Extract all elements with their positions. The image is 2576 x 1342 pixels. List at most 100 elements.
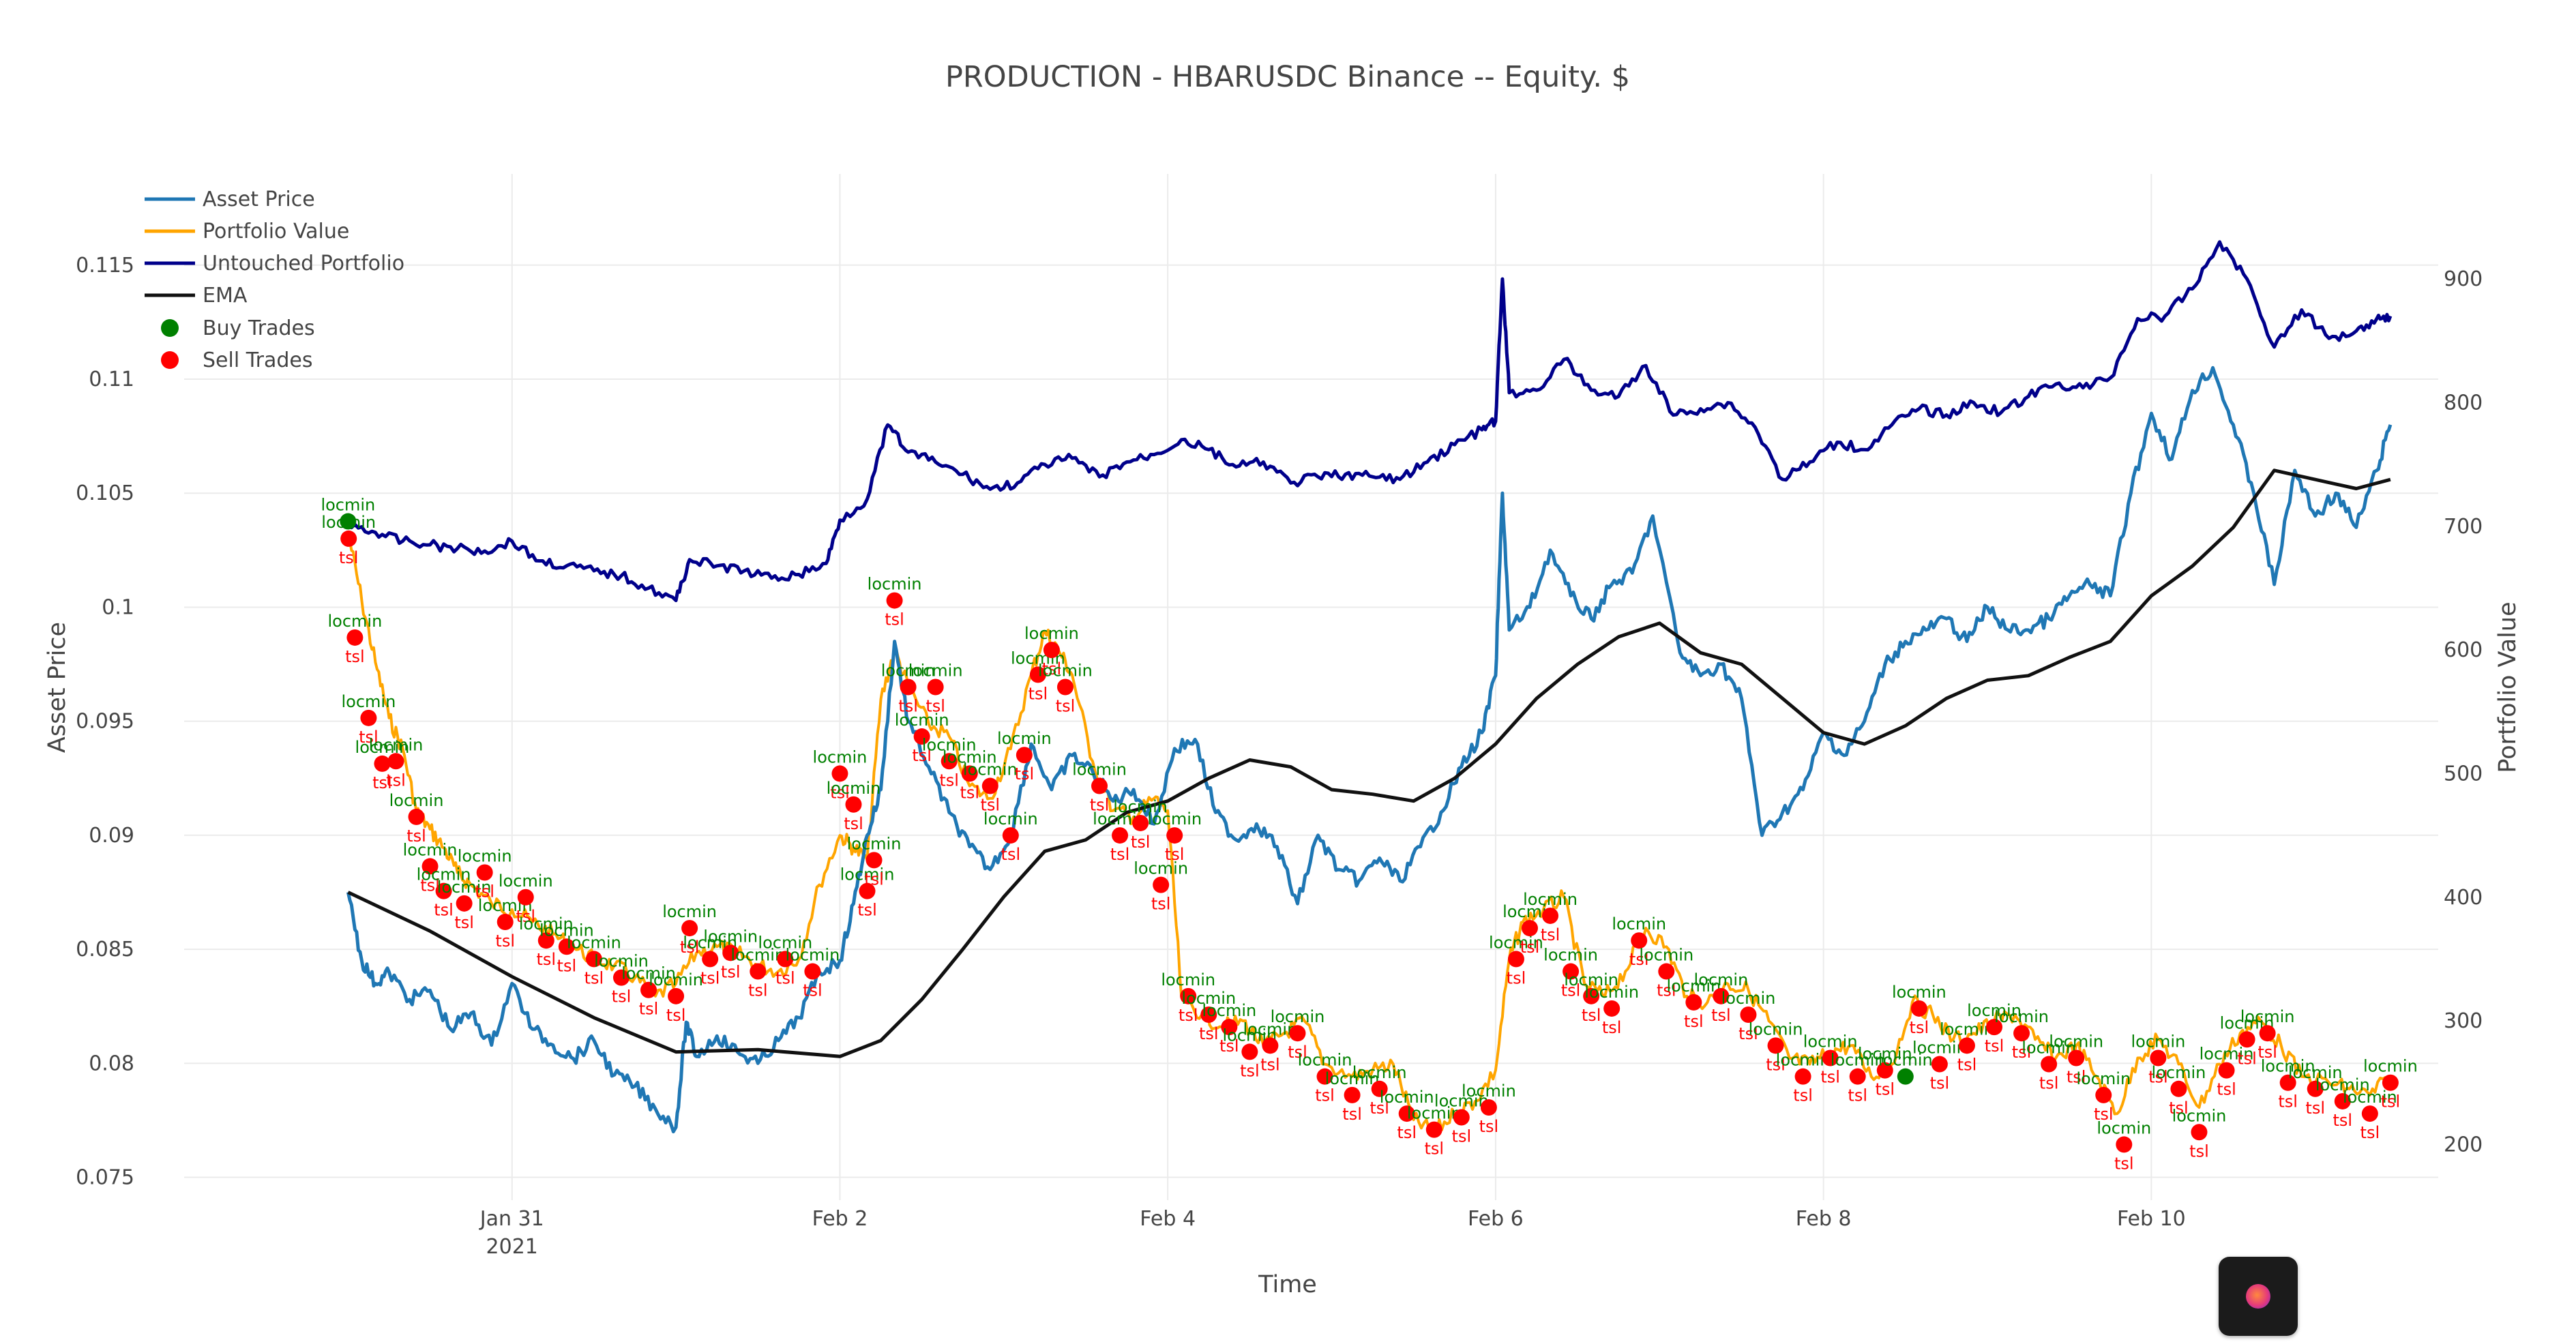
sell-trade-marker[interactable]	[1241, 1043, 1258, 1060]
buy-trade-marker[interactable]	[1897, 1068, 1914, 1085]
sell-trade-marker[interactable]	[1344, 1086, 1361, 1103]
sell-trade-marker[interactable]	[1289, 1025, 1306, 1042]
sell-trade-marker[interactable]	[2068, 1049, 2085, 1067]
sell-trade-marker[interactable]	[1713, 987, 1730, 1004]
sell-trade-marker[interactable]	[346, 629, 364, 646]
sell-trade-marker[interactable]	[1958, 1037, 1975, 1054]
sell-trade-marker[interactable]	[668, 987, 685, 1004]
sell-trade-marker[interactable]	[1180, 987, 1197, 1004]
sell-trade-marker[interactable]	[1091, 777, 1108, 794]
sell-trade-marker[interactable]	[1876, 1062, 1893, 1079]
sell-trade-marker[interactable]	[612, 969, 630, 986]
sell-trade-marker[interactable]	[1563, 963, 1580, 980]
sell-trade-marker[interactable]	[941, 753, 958, 770]
sell-trade-marker[interactable]	[750, 963, 767, 980]
sell-trade-marker[interactable]	[2307, 1080, 2324, 1097]
sell-trade-marker[interactable]	[2238, 1031, 2255, 1048]
sell-trade-marker[interactable]	[374, 755, 391, 772]
sell-trade-marker[interactable]	[1153, 876, 1170, 893]
sell-trade-marker[interactable]	[1316, 1068, 1333, 1085]
sell-trade-marker[interactable]	[913, 728, 930, 745]
sell-trade-marker[interactable]	[1910, 1000, 1927, 1017]
sell-trade-marker[interactable]	[1685, 994, 1702, 1011]
sell-trade-marker[interactable]	[2013, 1025, 2030, 1042]
sell-trade-marker[interactable]	[387, 753, 404, 770]
sell-trade-marker[interactable]	[1016, 747, 1033, 764]
sell-trade-marker[interactable]	[2279, 1074, 2296, 1091]
sell-trade-marker[interactable]	[1822, 1049, 1839, 1067]
sell-trade-marker[interactable]	[2382, 1074, 2399, 1091]
legend-label-buy-trades[interactable]: Buy Trades	[203, 316, 315, 340]
sell-trade-marker[interactable]	[1043, 642, 1060, 659]
sell-trade-marker[interactable]	[1740, 1006, 1757, 1024]
sell-trade-marker[interactable]	[2170, 1080, 2187, 1097]
app-badge-button[interactable]	[2219, 1257, 2298, 1336]
sell-trade-marker[interactable]	[360, 709, 377, 726]
sell-trade-marker[interactable]	[1262, 1037, 1279, 1054]
sell-trade-marker[interactable]	[2259, 1025, 2276, 1042]
sell-trade-marker[interactable]	[845, 796, 862, 813]
sell-trade-marker[interactable]	[340, 530, 357, 547]
sell-trade-marker[interactable]	[1453, 1109, 1470, 1126]
buy-trade-marker[interactable]	[340, 513, 357, 530]
sell-trade-marker[interactable]	[1002, 827, 1019, 844]
legend-label-ema[interactable]: EMA	[203, 284, 248, 308]
sell-trade-marker[interactable]	[497, 914, 514, 931]
sell-trade-marker[interactable]	[1200, 1006, 1217, 1024]
legend-label-portfolio-value[interactable]: Portfolio Value	[203, 220, 349, 243]
sell-trade-marker[interactable]	[640, 981, 657, 998]
sell-trade-marker[interactable]	[456, 895, 473, 912]
sell-trade-marker[interactable]	[1794, 1068, 1811, 1085]
sell-trade-marker[interactable]	[2041, 1056, 2058, 1073]
sell-trade-marker[interactable]	[1542, 907, 1559, 924]
sell-trade-marker[interactable]	[1112, 827, 1129, 844]
sell-trade-marker[interactable]	[1583, 987, 1600, 1004]
sell-trade-marker[interactable]	[408, 808, 425, 825]
sell-trade-marker[interactable]	[1767, 1037, 1784, 1054]
sell-trade-marker[interactable]	[722, 944, 739, 961]
sell-trade-marker[interactable]	[1132, 814, 1149, 831]
sell-trade-marker[interactable]	[2218, 1062, 2235, 1079]
sell-trade-marker[interactable]	[831, 765, 848, 782]
sell-trade-marker[interactable]	[2334, 1092, 2351, 1109]
sell-trade-marker[interactable]	[1480, 1099, 1497, 1116]
sell-trade-marker[interactable]	[1521, 920, 1538, 937]
sell-trade-marker[interactable]	[2150, 1049, 2167, 1067]
sell-trade-marker[interactable]	[585, 951, 602, 968]
sell-trade-marker[interactable]	[2191, 1124, 2208, 1141]
sell-trade-marker[interactable]	[435, 882, 452, 899]
sell-trade-marker[interactable]	[537, 932, 554, 949]
sell-trade-marker[interactable]	[1507, 951, 1524, 968]
sell-trade-marker[interactable]	[2116, 1136, 2133, 1153]
sell-trade-marker[interactable]	[517, 889, 534, 906]
sell-trade-marker[interactable]	[1371, 1080, 1388, 1097]
sell-trade-marker[interactable]	[1658, 963, 1675, 980]
sell-trade-marker[interactable]	[1398, 1105, 1415, 1122]
sell-trade-marker[interactable]	[476, 864, 493, 881]
sell-trade-marker[interactable]	[1056, 679, 1074, 696]
legend-label-sell-trades[interactable]: Sell Trades	[203, 348, 312, 372]
sell-trade-marker[interactable]	[2095, 1086, 2112, 1103]
sell-trade-marker[interactable]	[981, 777, 998, 794]
sell-trade-marker[interactable]	[702, 951, 719, 968]
sell-trade-marker[interactable]	[1603, 1000, 1620, 1017]
sell-trade-marker[interactable]	[865, 852, 883, 869]
sell-trade-marker[interactable]	[1166, 827, 1183, 844]
sell-trade-marker[interactable]	[961, 765, 978, 782]
sell-trade-marker[interactable]	[1029, 666, 1046, 683]
sell-trade-marker[interactable]	[886, 592, 903, 609]
sell-trade-marker[interactable]	[1986, 1019, 2003, 1036]
sell-trade-marker[interactable]	[1425, 1121, 1442, 1138]
legend-label-asset-price[interactable]: Asset Price	[203, 188, 315, 211]
sell-trade-marker[interactable]	[777, 951, 794, 968]
sell-trade-marker[interactable]	[2361, 1105, 2378, 1122]
sell-trade-marker[interactable]	[859, 882, 876, 899]
sell-trade-marker[interactable]	[681, 920, 698, 937]
sell-trade-marker[interactable]	[900, 679, 917, 696]
legend-label-untouched-portfolio[interactable]: Untouched Portfolio	[203, 252, 404, 275]
sell-trade-marker[interactable]	[1631, 932, 1648, 949]
sell-trade-marker[interactable]	[558, 938, 575, 955]
sell-trade-marker[interactable]	[1849, 1068, 1866, 1085]
sell-trade-marker[interactable]	[927, 679, 944, 696]
sell-trade-marker[interactable]	[421, 858, 439, 875]
